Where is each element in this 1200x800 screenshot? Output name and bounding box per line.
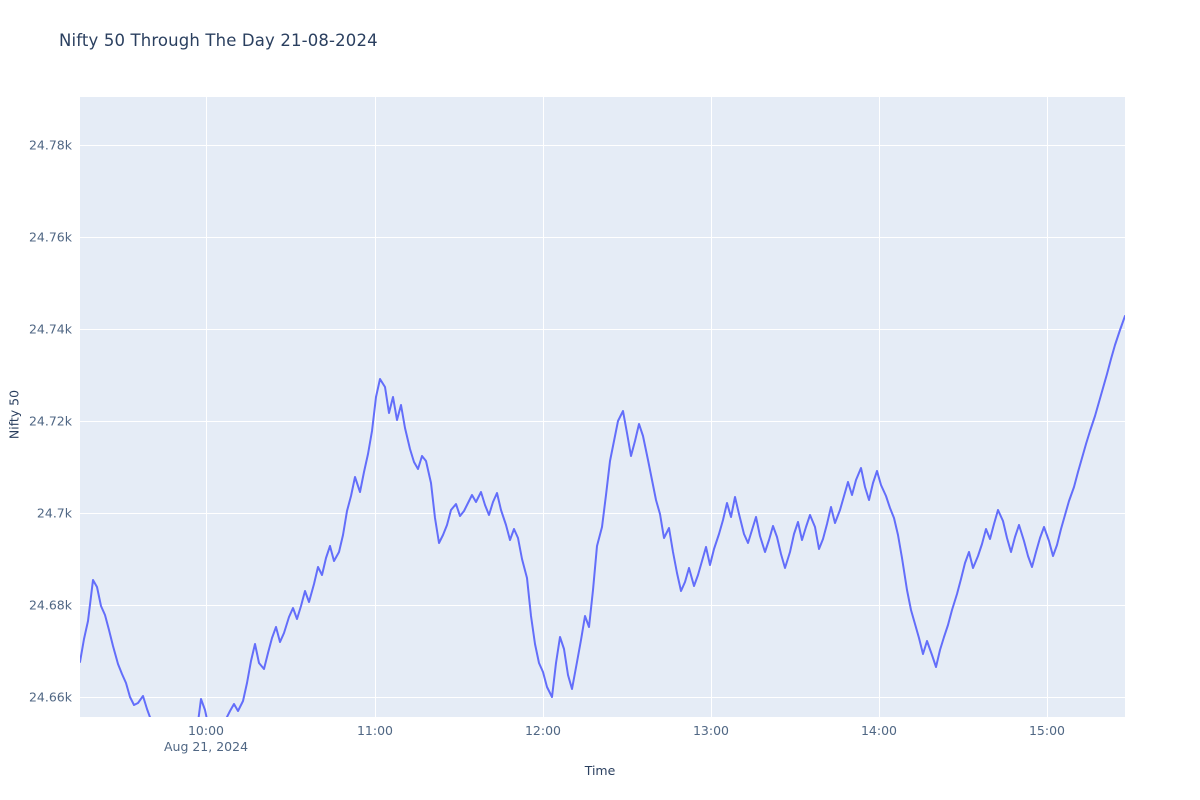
y-axis-tick-label: 24.72k	[28, 413, 72, 429]
gridline-vertical	[206, 97, 207, 717]
y-axis-tick-label: 24.66k	[28, 689, 72, 705]
gridline-vertical	[543, 97, 544, 717]
plot-area	[80, 97, 1125, 717]
gridline-horizontal	[80, 605, 1125, 606]
y-axis-tick-mark	[74, 513, 80, 514]
gridline-horizontal	[80, 329, 1125, 330]
gridline-horizontal	[80, 421, 1125, 422]
x-axis-tick-label: 10:00	[187, 723, 225, 738]
y-axis-tick-label: 24.78k	[28, 137, 72, 153]
gridline-vertical	[1047, 97, 1048, 717]
y-axis-title: Nifty 50	[6, 389, 22, 440]
gridline-vertical	[711, 97, 712, 717]
y-axis-tick-label: 24.68k	[28, 597, 72, 613]
series-path	[80, 315, 1125, 717]
gridline-horizontal	[80, 145, 1125, 146]
gridline-horizontal	[80, 237, 1125, 238]
x-axis-title: Time	[584, 763, 616, 778]
y-axis-tick-mark	[74, 329, 80, 330]
y-axis-tick-mark	[74, 237, 80, 238]
x-axis-tick-label: 12:00	[524, 723, 562, 738]
y-axis-tick-label: 24.76k	[28, 229, 72, 245]
y-axis-tick-label: 24.74k	[28, 321, 72, 337]
y-axis-tick-label: 24.7k	[36, 505, 72, 521]
y-axis-tick-mark	[74, 605, 80, 606]
x-axis-tick-label: 14:00	[860, 723, 898, 738]
series-line-nifty-50	[80, 315, 1125, 717]
gridline-vertical	[879, 97, 880, 717]
x-axis-tick-label: 11:00	[356, 723, 394, 738]
y-axis-tick-mark	[74, 145, 80, 146]
x-axis-tick-label: 13:00	[692, 723, 730, 738]
gridline-horizontal	[80, 697, 1125, 698]
chart-title: Nifty 50 Through The Day 21-08-2024	[59, 31, 378, 50]
gridline-horizontal	[80, 513, 1125, 514]
y-axis-tick-mark	[74, 697, 80, 698]
x-axis-date-sublabel: Aug 21, 2024	[163, 739, 249, 754]
x-axis-tick-label: 15:00	[1028, 723, 1066, 738]
y-axis-tick-mark	[74, 421, 80, 422]
